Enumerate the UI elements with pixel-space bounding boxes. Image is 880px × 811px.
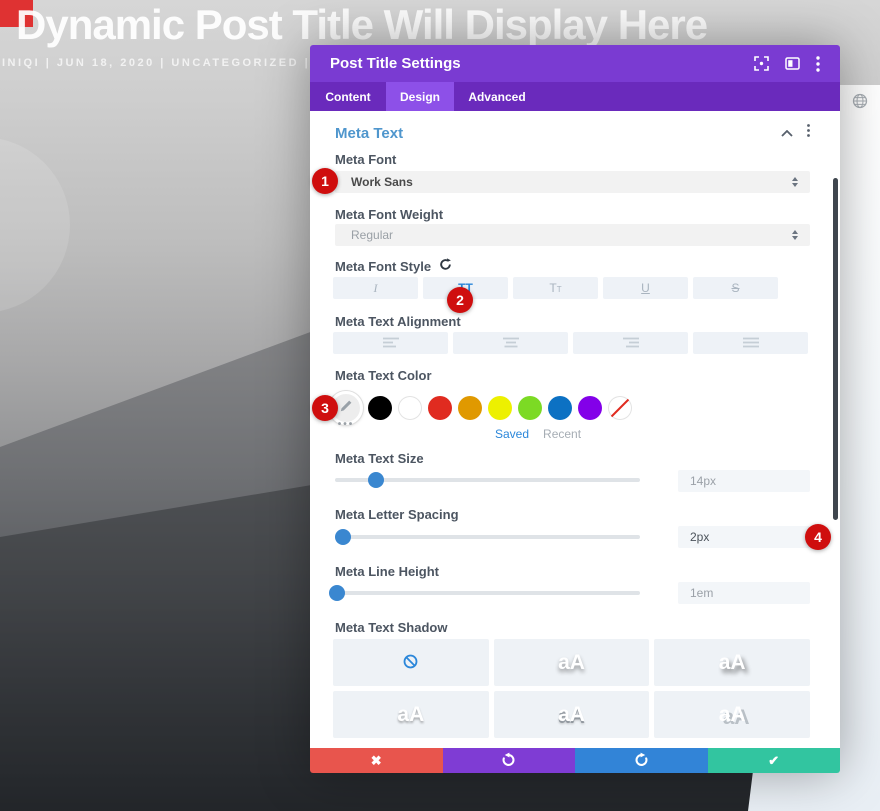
post-title-preview: Dynamic Post Title Will Display Here: [16, 1, 708, 48]
discard-button[interactable]: ✖: [310, 748, 443, 773]
meta-font-style-label-row: Meta Font Style: [335, 258, 452, 274]
check-icon: ✔: [768, 753, 780, 768]
redo-icon: [634, 752, 649, 769]
swatch-blue[interactable]: [548, 396, 572, 420]
align-right-button[interactable]: [573, 332, 688, 354]
more-colors-dots[interactable]: •••: [337, 419, 355, 430]
split-panel-icon[interactable]: [785, 57, 800, 70]
annotation-badge-1: 1: [312, 168, 338, 194]
annotation-badge-4: 4: [805, 524, 831, 550]
swatch-purple[interactable]: [578, 396, 602, 420]
align-center-button[interactable]: [453, 332, 568, 354]
meta-font-weight-select[interactable]: Regular: [335, 224, 810, 246]
meta-text-size-slider-handle[interactable]: [368, 472, 384, 488]
meta-text-size-slider-track[interactable]: [335, 478, 640, 482]
meta-text-alignment-label: Meta Text Alignment: [335, 314, 461, 329]
meta-font-style-label: Meta Font Style: [335, 258, 432, 274]
meta-text-size-input[interactable]: 14px: [678, 470, 810, 492]
modal-header-icons: [754, 55, 820, 72]
modal-body: Meta Text Meta Font Work Sans Meta Font …: [310, 111, 840, 748]
align-justify-icon: [742, 337, 759, 348]
meta-line-height-label: Meta Line Height: [335, 564, 440, 579]
meta-text-shadow-label: Meta Text Shadow: [335, 620, 448, 635]
text-shadow-options: aA aA aA aA aA: [333, 639, 810, 738]
modal-title: Post Title Settings: [330, 55, 461, 72]
swatch-black[interactable]: [368, 396, 392, 420]
close-icon: ✖: [370, 753, 382, 768]
admin-bar-red-box: [0, 0, 33, 27]
meta-text-color-label: Meta Text Color: [335, 368, 432, 383]
align-left-icon: [382, 337, 399, 348]
save-button[interactable]: ✔: [707, 748, 840, 773]
expand-preview-icon[interactable]: [754, 56, 769, 71]
tab-content[interactable]: Content: [325, 89, 371, 104]
swatch-red[interactable]: [428, 396, 452, 420]
meta-font-select[interactable]: Work Sans: [335, 171, 810, 193]
modal-scrollbar[interactable]: [833, 178, 838, 520]
meta-font-weight-label: Meta Font Weight: [335, 207, 444, 222]
color-swatches: [368, 396, 632, 420]
shadow-preset-3-button[interactable]: aA: [333, 691, 489, 738]
globe-button[interactable]: [847, 90, 873, 116]
meta-line-height-input[interactable]: 1em: [678, 582, 810, 604]
meta-letter-spacing-slider-track[interactable]: [335, 535, 640, 539]
section-title: Meta Text: [335, 124, 404, 142]
small-caps-style-button[interactable]: Tt: [513, 277, 598, 299]
eyedropper-icon: [339, 399, 353, 418]
reset-icon[interactable]: [439, 258, 452, 274]
font-style-buttons: I TT Tt U S: [333, 277, 778, 299]
swatch-yellow[interactable]: [488, 396, 512, 420]
meta-font-value: Work Sans: [351, 175, 413, 189]
meta-letter-spacing-slider-handle[interactable]: [335, 529, 351, 545]
select-arrows-icon: [792, 230, 798, 240]
italic-style-button[interactable]: I: [333, 277, 418, 299]
section-header-icons: [781, 124, 810, 142]
meta-font-weight-value: Regular: [351, 228, 394, 242]
tab-advanced[interactable]: Advanced: [468, 89, 526, 104]
undo-icon: [501, 752, 516, 769]
align-left-button[interactable]: [333, 332, 448, 354]
shadow-preset-4-button[interactable]: aA: [493, 691, 650, 738]
shadow-none-button[interactable]: [333, 639, 489, 686]
kebab-menu-icon[interactable]: [816, 55, 820, 72]
alignment-buttons: [333, 332, 808, 354]
recent-palette-tab[interactable]: Recent: [543, 427, 582, 441]
section-header: Meta Text: [335, 121, 810, 145]
no-shadow-icon: [403, 651, 418, 675]
shadow-preset-5-button[interactable]: aA: [654, 691, 810, 738]
annotation-badge-2: 2: [447, 287, 473, 313]
modal-footer: ✖ ✔: [310, 748, 840, 773]
palette-tabs: Saved Recent: [495, 427, 581, 441]
redo-button[interactable]: [575, 748, 708, 773]
align-right-icon: [622, 337, 639, 348]
tab-design[interactable]: Design: [386, 82, 454, 111]
swatch-orange[interactable]: [458, 396, 482, 420]
meta-letter-spacing-label: Meta Letter Spacing: [335, 507, 459, 522]
chevron-up-icon[interactable]: [781, 124, 793, 142]
underline-style-button[interactable]: U: [603, 277, 688, 299]
meta-letter-spacing-input[interactable]: 2px: [678, 526, 810, 548]
align-justify-button[interactable]: [693, 332, 808, 354]
post-title-settings-modal: Post Title Settings Content Design Advan…: [310, 45, 840, 773]
meta-text-size-label: Meta Text Size: [335, 451, 424, 466]
align-center-icon: [502, 337, 519, 348]
swatch-none[interactable]: [608, 396, 632, 420]
select-arrows-icon: [792, 177, 798, 187]
shadow-preset-1-button[interactable]: aA: [493, 639, 650, 686]
strikethrough-style-button[interactable]: S: [693, 277, 778, 299]
meta-line-height-slider-track[interactable]: [335, 591, 640, 595]
saved-palette-tab[interactable]: Saved: [495, 427, 530, 441]
meta-line-height-slider-handle[interactable]: [329, 585, 345, 601]
annotation-badge-3: 3: [312, 395, 338, 421]
swatch-white[interactable]: [398, 396, 422, 420]
shadow-preset-2-button[interactable]: aA: [654, 639, 810, 686]
section-kebab-icon[interactable]: [807, 124, 810, 142]
swatch-green[interactable]: [518, 396, 542, 420]
globe-icon: [852, 93, 868, 114]
modal-tab-bar: Content Design Advanced: [310, 82, 840, 111]
meta-font-label: Meta Font: [335, 152, 397, 167]
undo-button[interactable]: [442, 748, 575, 773]
modal-header: Post Title Settings: [310, 45, 840, 82]
